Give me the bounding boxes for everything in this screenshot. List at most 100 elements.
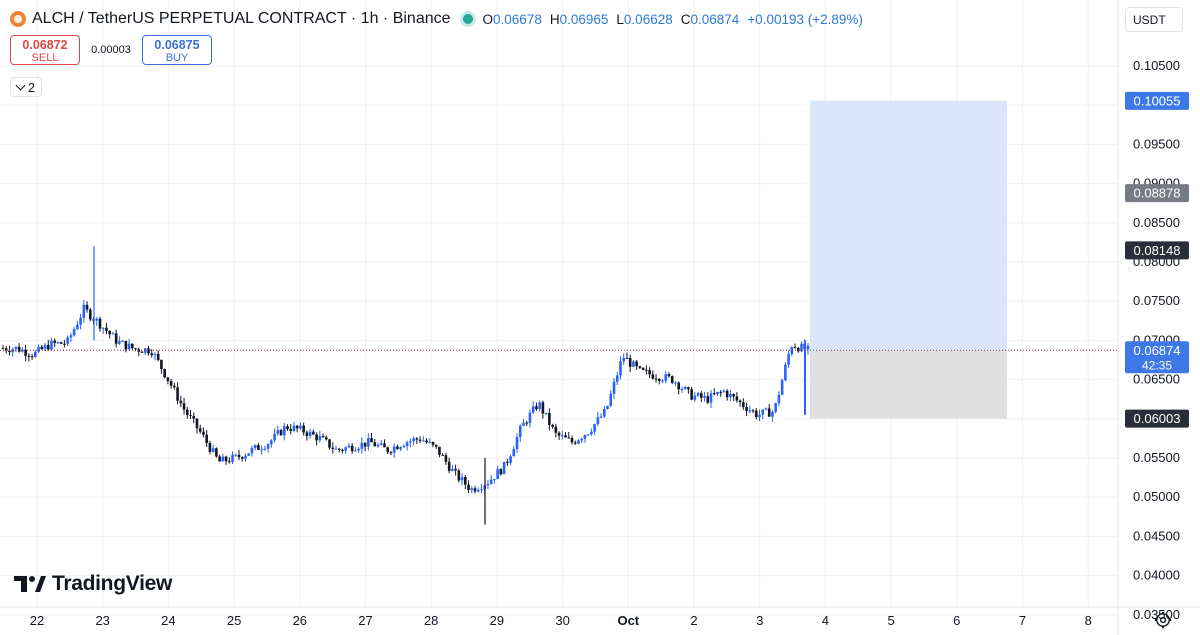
candle-body [121, 340, 124, 342]
candle-body [250, 448, 254, 454]
candle-body [464, 477, 467, 485]
tradingview-logo[interactable]: TradingView [14, 572, 172, 596]
candle-body [295, 425, 299, 429]
candle-body [567, 437, 571, 439]
currency-select[interactable]: USDT [1125, 7, 1183, 32]
candle-body [635, 361, 638, 367]
candle-body [379, 443, 383, 445]
candle-body [716, 391, 719, 395]
candle-body [131, 343, 134, 349]
candle-body [719, 391, 723, 393]
market-status-icon [462, 14, 473, 24]
candle-body [454, 468, 457, 471]
candle-body [289, 429, 293, 431]
tradingview-logo-text: TradingView [52, 572, 173, 595]
candle-body [282, 426, 286, 436]
last-price-label: 0.06874 [1134, 343, 1181, 358]
candle-body [560, 435, 564, 437]
candle-body [583, 434, 587, 439]
candle-body [383, 443, 386, 448]
candle-body [143, 348, 147, 353]
candle-body [690, 389, 693, 400]
candle-body [761, 409, 765, 415]
candle-body [470, 488, 474, 490]
candlestick-series [1, 246, 810, 525]
candle-body [441, 454, 444, 456]
time-tick-label: 26 [293, 613, 307, 628]
gear-icon[interactable] [1154, 611, 1172, 629]
time-tick-label: 7 [1019, 613, 1026, 628]
tradingview-logo-icon [14, 576, 46, 592]
candle-body [777, 394, 781, 404]
candle-body [270, 440, 273, 445]
candle-body [758, 414, 761, 418]
candle-body [648, 370, 651, 375]
buy-button[interactable]: 0.06875 BUY [142, 35, 212, 65]
candle-body [370, 438, 373, 443]
candle-body [305, 432, 309, 436]
candle-body [538, 402, 541, 410]
candle-body [324, 437, 328, 440]
candle-body [700, 393, 703, 398]
time-tick-label: Oct [617, 613, 639, 628]
candle-body [24, 349, 27, 356]
candle-body [347, 445, 351, 448]
candle-body [531, 406, 535, 413]
candle-body [160, 359, 163, 370]
candle-body [577, 440, 580, 444]
position-zones[interactable] [810, 100, 1007, 419]
time-tick-label: 8 [1085, 613, 1092, 628]
candle-body [515, 437, 519, 449]
candle-body [706, 396, 710, 403]
ohlc-close-label: C [680, 11, 691, 27]
time-axis[interactable]: 22 23 24 25 26 27 28 29 30 Oct 2 3 4 5 6 7 8 [30, 613, 1092, 628]
level-2-label: 0.08148 [1134, 243, 1181, 258]
candle-body [703, 396, 706, 398]
loss-zone[interactable] [810, 351, 1007, 419]
price-tick-label: 0.06500 [1133, 372, 1180, 387]
candle-body [63, 343, 66, 345]
candle-body [56, 342, 60, 344]
sell-button[interactable]: 0.06872 SELL [10, 35, 80, 65]
ohlc-close-value: 0.06874 [690, 11, 740, 27]
candle-body [473, 488, 477, 492]
candle-body [360, 442, 364, 449]
level-2-badge [1125, 241, 1189, 260]
candle-body [661, 380, 664, 382]
candle-body [72, 329, 76, 336]
candle-body [683, 387, 687, 389]
currency-value: USDT [1133, 13, 1166, 27]
candle-body [405, 442, 409, 446]
candle-body [321, 436, 325, 438]
candle-body [732, 394, 735, 397]
symbol-title[interactable]: ALCH / TetherUS PERPETUAL CONTRACT · 1h … [32, 10, 451, 27]
candle-body [198, 428, 202, 432]
time-tick-label: 27 [358, 613, 372, 628]
candle-body [645, 369, 648, 371]
candle-body [231, 454, 234, 462]
profit-zone[interactable] [810, 100, 1007, 352]
buy-label: BUY [165, 52, 189, 64]
candle-body [192, 415, 196, 419]
take-profit-badge [1125, 91, 1189, 110]
candle-body [729, 394, 732, 398]
indicators-toggle-button[interactable]: 2 [10, 77, 42, 97]
candle-body [771, 411, 774, 417]
candle-body [564, 435, 567, 438]
alch-logo-icon [10, 11, 26, 27]
candle-body [599, 416, 603, 418]
candle-body [657, 379, 661, 382]
candle-body [341, 449, 344, 451]
candle-body [108, 330, 111, 335]
candle-body [677, 382, 680, 390]
candle-body [590, 431, 593, 435]
candle-body [66, 337, 69, 344]
candle-body [266, 444, 270, 449]
candle-body [551, 424, 554, 427]
candle-body [667, 374, 671, 377]
candle-body [774, 403, 777, 412]
candle-body [202, 431, 205, 435]
candle-body [548, 412, 551, 425]
candle-body [622, 357, 626, 362]
